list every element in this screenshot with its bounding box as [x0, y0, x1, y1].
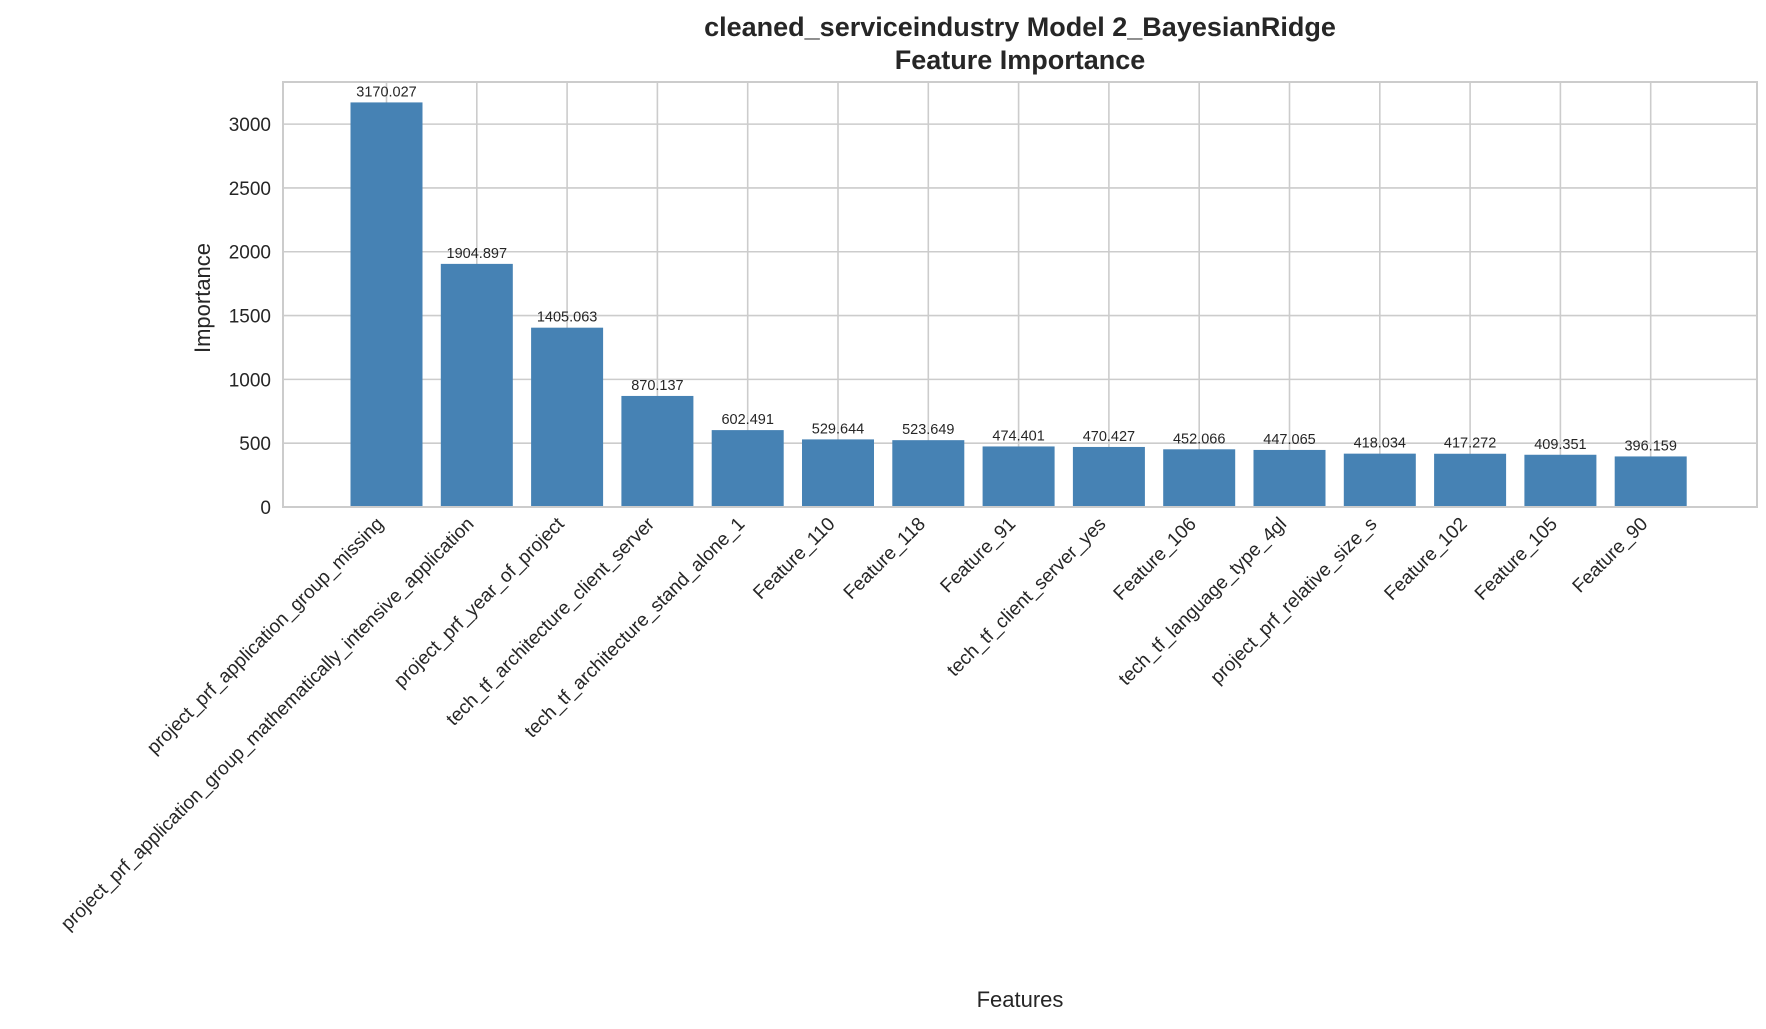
x-tick-label: Feature_118 [840, 514, 930, 604]
bar-value-label: 870.137 [631, 378, 683, 394]
bar [982, 446, 1055, 507]
bar-value-label: 1904.897 [447, 246, 507, 262]
bar [1163, 449, 1236, 507]
bar [711, 430, 784, 507]
x-tick-label: Feature_110 [749, 514, 839, 604]
x-tick-label: project_prf_relative_size_s [1207, 514, 1382, 689]
chart-title-line-1: cleaned_serviceindustry Model 2_Bayesian… [704, 12, 1336, 42]
bar-value-label: 3170.027 [356, 84, 416, 100]
bar [531, 327, 604, 507]
bar [802, 439, 874, 507]
y-axis-label: Importance [190, 243, 215, 353]
plot-frame [282, 81, 1758, 508]
x-tick-label: Feature_106 [1110, 514, 1201, 605]
bar [1524, 454, 1597, 507]
chart-title-line-2: Feature Importance [895, 45, 1146, 75]
y-tick-label: 1500 [229, 307, 271, 328]
bar-value-label: 602.491 [721, 412, 773, 428]
x-tick-label: Feature_105 [1471, 514, 1562, 605]
x-axis-label: Features [977, 987, 1064, 1012]
bar [1343, 453, 1416, 507]
y-tick-label: 2500 [229, 179, 271, 200]
x-tick-label: project_prf_year_of_project [390, 513, 569, 692]
y-tick-label: 2000 [229, 243, 271, 264]
x-tick-labels: project_prf_application_group_missingpro… [57, 513, 1652, 935]
y-tick-label: 3000 [229, 115, 271, 136]
bar [1434, 453, 1507, 507]
bar-value-label: 470.427 [1083, 429, 1135, 445]
bar-value-label: 417.272 [1444, 436, 1496, 452]
bar [621, 395, 694, 507]
grid [283, 82, 1757, 508]
y-tick-label: 500 [239, 434, 271, 455]
bar [440, 263, 513, 507]
bar-value-label: 529.644 [812, 421, 864, 437]
bar-value-label: 452.066 [1173, 431, 1225, 447]
bar-value-label: 1405.063 [537, 310, 597, 326]
y-tick-labels: 0 500 1000 1500 2000 2500 3000 [229, 115, 271, 519]
data-labels: 3170.027 1904.897 1405.063 870.137 602.491 52… [356, 84, 1677, 454]
bar-value-label: 474.401 [992, 428, 1044, 444]
bar [1614, 456, 1687, 507]
bars [350, 102, 1687, 507]
x-tick-label: Feature_91 [937, 514, 1021, 598]
bar-value-label: 418.034 [1354, 436, 1406, 452]
x-tick-label: tech_tf_language_type_4gl [1115, 514, 1291, 690]
bar [1253, 449, 1326, 507]
bar [350, 102, 423, 507]
y-tick-label: 0 [260, 498, 271, 519]
x-tick-label: Feature_102 [1381, 514, 1472, 605]
bar-value-label: 523.649 [902, 422, 954, 438]
bar-value-label: 447.065 [1263, 432, 1315, 448]
bar-value-label: 409.351 [1534, 437, 1586, 453]
bar [1072, 446, 1145, 507]
bar [892, 440, 965, 507]
x-tick-label: Feature_90 [1569, 514, 1653, 598]
x-tick-label: project_prf_application_group_mathematic… [57, 514, 478, 935]
x-tick-label: tech_tf_client_server_yes [943, 514, 1110, 681]
y-tick-label: 1000 [229, 370, 271, 391]
bar-value-label: 396.159 [1624, 438, 1676, 454]
